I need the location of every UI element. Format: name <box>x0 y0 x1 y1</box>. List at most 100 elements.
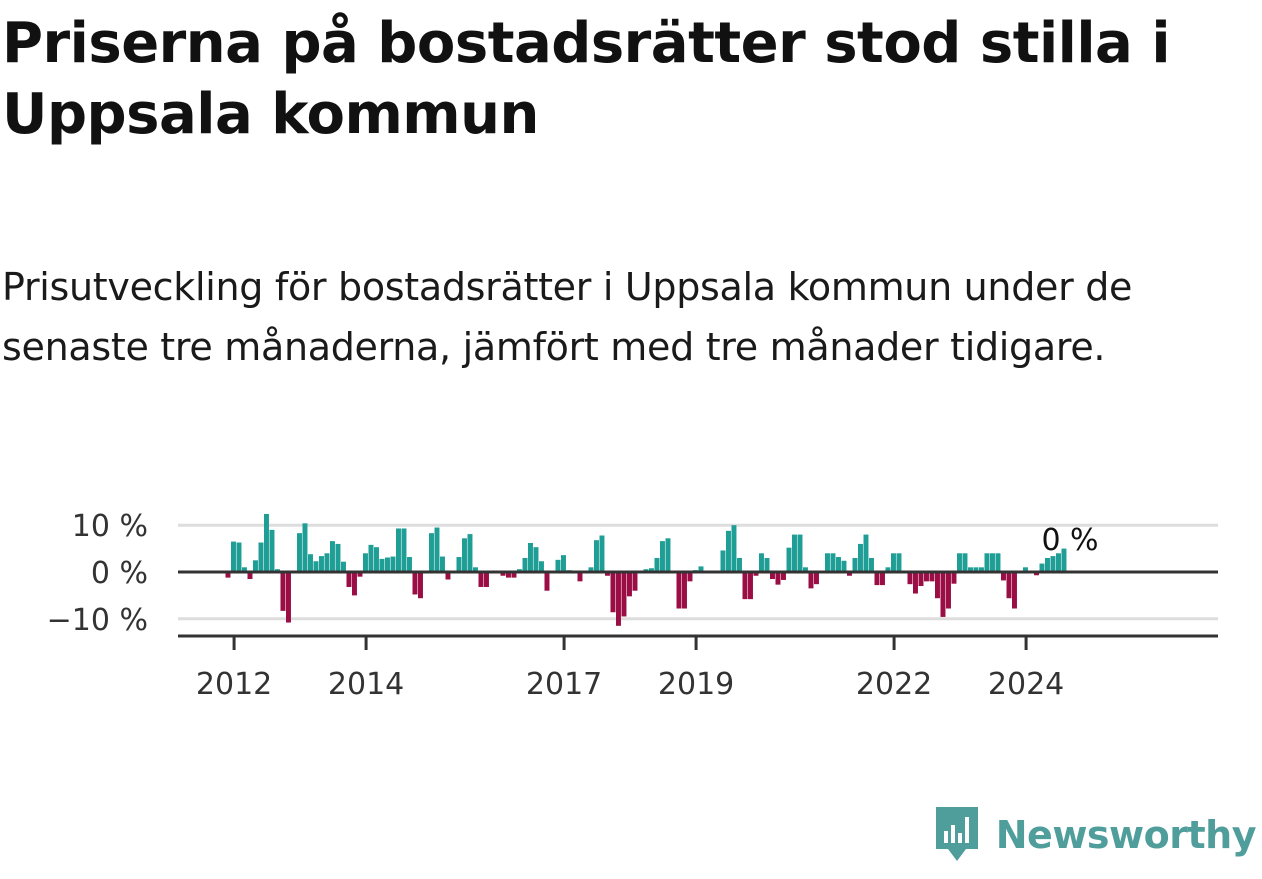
bar <box>698 566 704 572</box>
bar <box>302 523 308 572</box>
bar <box>385 557 390 572</box>
bar <box>918 572 924 587</box>
bar <box>770 572 775 580</box>
bar <box>236 542 242 572</box>
bar <box>891 553 896 572</box>
x-tick-label: 2014 <box>328 667 404 702</box>
bar <box>610 572 616 613</box>
bar <box>1006 572 1012 599</box>
bar <box>335 543 341 572</box>
bar <box>330 541 335 572</box>
bar <box>1039 563 1045 572</box>
bar <box>852 557 858 572</box>
bar <box>484 572 489 587</box>
bar <box>726 530 731 572</box>
bar <box>940 572 946 617</box>
y-tick-label: −10 % <box>47 603 148 638</box>
bar <box>253 560 258 572</box>
chart-title: Priserna på bostadsrätter stod stilla i … <box>2 11 1171 147</box>
bar <box>297 533 302 572</box>
bar <box>627 572 632 597</box>
bar <box>341 561 346 572</box>
bar <box>885 567 891 572</box>
bar <box>649 568 654 572</box>
bar <box>682 572 687 609</box>
bar <box>621 572 627 617</box>
bar <box>720 550 726 572</box>
bar <box>577 572 583 582</box>
bar <box>247 572 253 580</box>
bar <box>748 572 753 600</box>
bar <box>231 541 236 572</box>
bar <box>390 556 396 572</box>
bar <box>401 528 407 572</box>
bar <box>946 572 951 609</box>
bar <box>1050 556 1056 572</box>
bar <box>792 534 797 572</box>
bar <box>434 527 440 572</box>
bar <box>456 557 462 572</box>
bar <box>759 553 764 572</box>
bar <box>841 560 847 572</box>
bar <box>913 572 918 594</box>
bar <box>935 572 940 599</box>
y-tick-label: 10 % <box>72 509 148 544</box>
bar <box>319 556 324 572</box>
bar <box>1061 548 1067 572</box>
latest-value-label: 0 % <box>1041 523 1098 558</box>
bar <box>962 553 968 572</box>
bar <box>352 572 357 596</box>
bar <box>951 572 957 584</box>
bar <box>242 567 247 572</box>
x-tick-label: 2022 <box>856 667 932 702</box>
bar <box>742 572 748 600</box>
bar <box>957 553 962 572</box>
x-tick-label: 2019 <box>658 667 734 702</box>
bar <box>808 572 814 589</box>
bar <box>979 567 984 572</box>
bar <box>764 557 770 572</box>
bar <box>973 567 979 572</box>
bar <box>280 572 286 611</box>
bar <box>858 543 863 572</box>
bar <box>660 541 665 572</box>
bar <box>836 557 841 572</box>
bar <box>346 572 352 587</box>
bar <box>1056 553 1061 572</box>
bar <box>396 528 401 572</box>
bar <box>687 572 693 582</box>
newsworthy-logo-icon <box>935 807 978 861</box>
bar <box>990 553 995 572</box>
bar <box>561 555 566 572</box>
bar <box>847 572 852 576</box>
bar <box>1045 557 1050 572</box>
bar <box>654 557 660 572</box>
bar <box>506 572 511 578</box>
bar <box>555 559 561 572</box>
x-tick-label: 2017 <box>526 667 602 702</box>
bar <box>445 572 451 580</box>
bar <box>544 572 550 591</box>
bar <box>863 534 869 572</box>
bar <box>731 525 737 572</box>
bar <box>440 556 445 572</box>
bar <box>308 554 313 572</box>
bar <box>605 572 610 576</box>
bar <box>500 572 506 576</box>
bar <box>412 572 418 595</box>
bar <box>1001 572 1006 581</box>
x-tick-label: 2012 <box>196 667 272 702</box>
bar <box>286 572 291 623</box>
bar <box>407 557 412 572</box>
bar <box>363 553 368 572</box>
bar <box>522 557 528 572</box>
y-tick-label: 0 % <box>91 556 148 591</box>
price-change-bar-chart: 10 % 0 % −10 % 2012 2014 2017 2019 2022 2024 0 % <box>47 509 1218 702</box>
bar <box>995 553 1001 572</box>
bar <box>539 561 544 572</box>
bar <box>869 557 874 572</box>
bar <box>968 567 973 572</box>
bar <box>803 567 808 572</box>
bar <box>528 542 533 572</box>
bar <box>896 553 902 572</box>
